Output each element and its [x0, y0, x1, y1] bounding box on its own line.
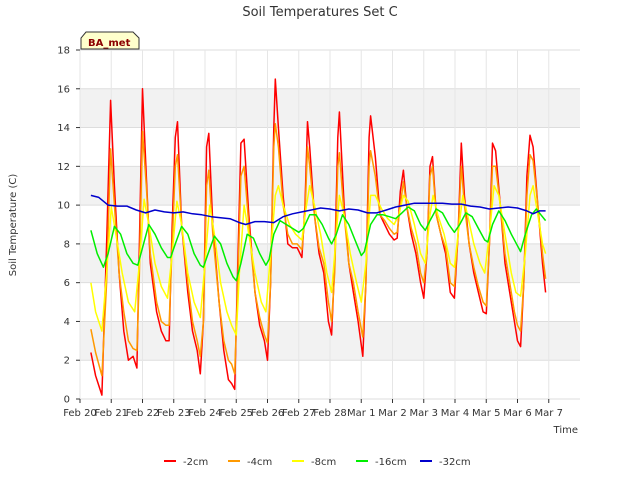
- legend-label: -2cm: [183, 457, 208, 468]
- y-tick-label: 6: [64, 278, 70, 289]
- y-tick-label: 8: [64, 239, 70, 250]
- series-line-32cm: [90, 194, 546, 226]
- badge-label: BA_met: [88, 38, 131, 49]
- x-tick-label: Mar 4: [441, 408, 469, 419]
- x-axis-label: Time: [553, 425, 578, 436]
- x-tick-label: Mar 7: [535, 408, 563, 419]
- series-line-2cm: [90, 78, 547, 396]
- y-tick-label: 10: [57, 201, 70, 212]
- legend-label: -32cm: [439, 457, 471, 468]
- y-tick-label: 18: [57, 46, 70, 57]
- x-tick-label: Feb 26: [251, 408, 285, 419]
- y-tick-label: 2: [64, 356, 70, 367]
- x-tick-label: Feb 25: [219, 408, 253, 419]
- chart-title: Soil Temperatures Set C: [242, 5, 397, 20]
- site-badge: BA_met: [80, 31, 140, 50]
- x-tick-label: Mar 3: [410, 408, 438, 419]
- x-tick-label: Feb 20: [63, 408, 97, 419]
- x-tick-label: Mar 1: [347, 408, 375, 419]
- legend-label: -8cm: [311, 457, 336, 468]
- y-tick-label: 16: [57, 84, 70, 95]
- x-tick-label: Feb 27: [282, 408, 316, 419]
- series-line-16cm: [90, 206, 547, 282]
- x-tick-label: Mar 6: [503, 408, 531, 419]
- x-tick-label: Feb 21: [94, 408, 128, 419]
- y-tick-label: 4: [64, 317, 70, 328]
- legend-label: -4cm: [247, 457, 272, 468]
- series-line-8cm: [90, 184, 547, 336]
- x-tick-label: Feb 22: [126, 408, 160, 419]
- y-axis-ticks: 0 2 4 6 8 10 12 14 16 18: [57, 46, 80, 406]
- y-tick-label: 14: [57, 123, 70, 134]
- x-tick-label: Feb 24: [188, 408, 222, 419]
- y-tick-label: 12: [57, 162, 70, 173]
- legend: -2cm -4cm -8cm -16cm -32cm: [164, 457, 471, 468]
- series-line-4cm: [90, 122, 547, 377]
- y-axis-label: Soil Temperature (C): [8, 174, 19, 277]
- legend-label: -16cm: [375, 457, 407, 468]
- series-lines: [90, 78, 547, 396]
- x-tick-label: Feb 23: [157, 408, 191, 419]
- x-tick-label: Mar 2: [378, 408, 406, 419]
- x-tick-label: Feb 28: [313, 408, 347, 419]
- x-tick-label: Mar 5: [472, 408, 500, 419]
- y-tick-label: 0: [64, 395, 70, 406]
- badge-box: [80, 31, 140, 50]
